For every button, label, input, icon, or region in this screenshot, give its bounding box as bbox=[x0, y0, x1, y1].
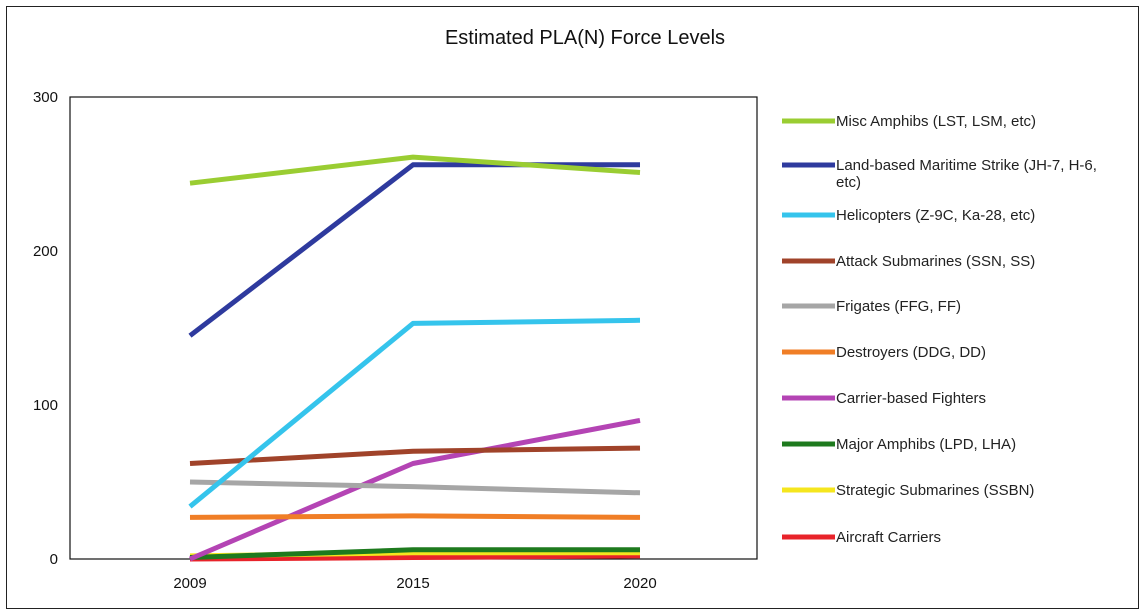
legend: Misc Amphibs (LST, LSM, etc) Land-based M… bbox=[782, 113, 1097, 546]
series-line bbox=[189, 154, 641, 186]
x-tick-label: 2020 bbox=[623, 575, 656, 592]
y-tick-label: 200 bbox=[33, 243, 58, 260]
x-tick-label: 2009 bbox=[173, 575, 206, 592]
series-line bbox=[188, 162, 640, 338]
chart-title: Estimated PLA(N) Force Levels bbox=[445, 27, 725, 49]
legend-label: Aircraft Carriers bbox=[836, 529, 941, 546]
series-line bbox=[189, 479, 641, 496]
y-tick-label: 100 bbox=[33, 397, 58, 414]
legend-label: Carrier-based Fighters bbox=[836, 390, 986, 407]
series-line bbox=[188, 317, 641, 509]
plot-area: 0 100 200 300 2009 2015 2020 bbox=[33, 89, 758, 592]
legend-label: Helicopters (Z-9C, Ka-28, etc) bbox=[836, 207, 1035, 224]
legend-label: Misc Amphibs (LST, LSM, etc) bbox=[836, 113, 1036, 130]
legend-label: Land-based Maritime Strike (JH-7, H-6, et… bbox=[836, 157, 1097, 191]
legend-label: Attack Submarines (SSN, SS) bbox=[836, 253, 1035, 270]
chart-frame bbox=[6, 6, 1139, 609]
legend-label: Destroyers (DDG, DD) bbox=[836, 344, 986, 361]
legend-label: Strategic Submarines (SSBN) bbox=[836, 482, 1034, 499]
y-tick-label: 300 bbox=[33, 89, 58, 106]
series-line bbox=[189, 513, 641, 520]
legend-label: Frigates (FFG, FF) bbox=[836, 298, 961, 315]
legend-label: Major Amphibs (LPD, LHA) bbox=[836, 436, 1016, 453]
x-tick-label: 2015 bbox=[396, 575, 429, 592]
y-tick-label: 0 bbox=[50, 551, 58, 568]
